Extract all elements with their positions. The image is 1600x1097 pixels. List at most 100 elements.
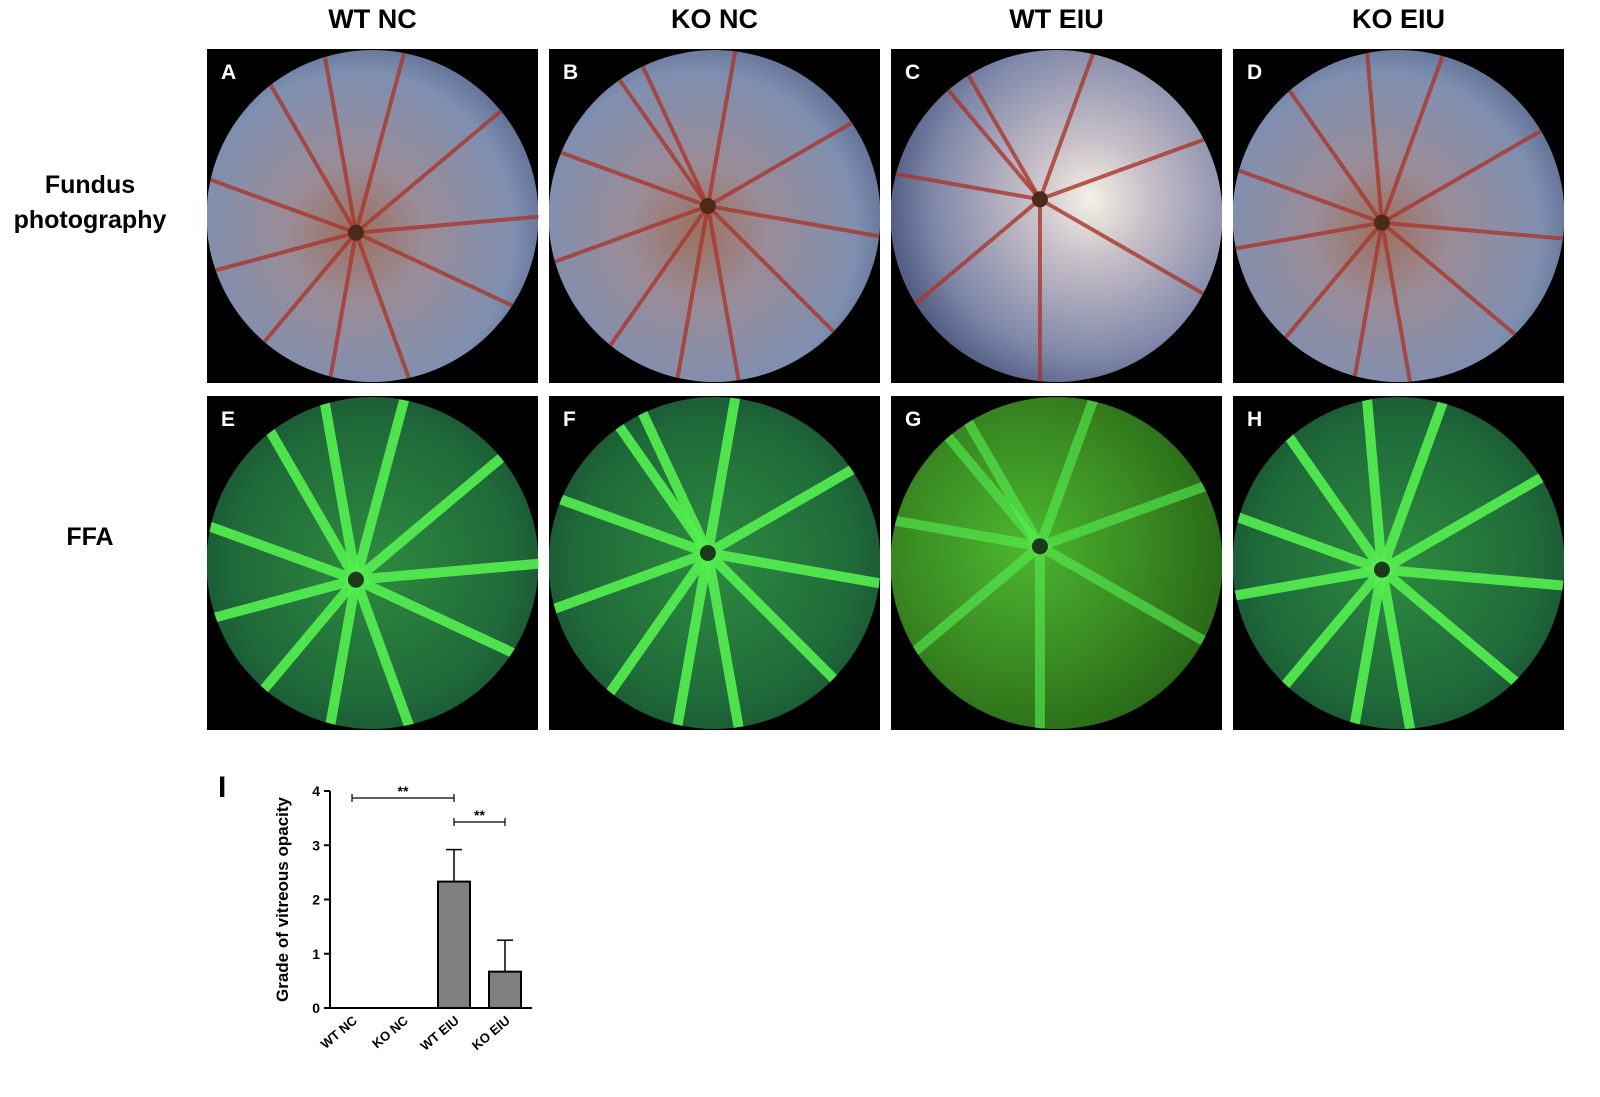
y-tick-label: 4 <box>312 783 320 799</box>
vessel <box>890 541 1045 719</box>
vessel <box>1379 220 1430 382</box>
vessel <box>353 230 539 345</box>
vessel <box>890 152 1042 202</box>
vessel <box>1037 197 1223 332</box>
column-header: WT EIU <box>1009 4 1104 34</box>
vessel <box>353 208 539 235</box>
vessel <box>308 230 358 382</box>
y-tick-label: 0 <box>312 1000 320 1016</box>
vessel <box>1037 50 1131 202</box>
vessel <box>1034 541 1223 682</box>
optic-disc <box>1031 191 1048 208</box>
vessel <box>660 203 710 382</box>
panel-letter: A <box>221 61 236 84</box>
column-header: WT NC <box>328 4 416 34</box>
fundus-image <box>890 50 1223 382</box>
vessel <box>595 50 710 208</box>
vessel <box>350 397 429 585</box>
vessel <box>350 552 539 585</box>
panel-letter: H <box>1247 408 1262 431</box>
panel-letter: F <box>563 408 576 431</box>
optic-disc <box>347 224 364 241</box>
vessel <box>1379 90 1565 225</box>
vessel <box>1331 564 1387 729</box>
vessel <box>890 197 1042 369</box>
vessel <box>1232 475 1387 575</box>
vessel <box>548 115 710 208</box>
optic-disc <box>699 197 716 214</box>
vessel <box>206 141 358 235</box>
vessel <box>1232 397 1387 575</box>
fundus-image <box>548 397 881 729</box>
row-label: FFA <box>66 523 114 551</box>
vessel <box>1034 397 1134 552</box>
vessel <box>548 547 713 647</box>
retina <box>207 50 538 382</box>
x-tick-label: WT NC <box>318 1012 361 1051</box>
significance-label: ** <box>398 783 409 799</box>
vessel <box>702 547 759 729</box>
vessel <box>1376 397 1476 575</box>
vessel <box>1232 220 1384 382</box>
vessel <box>305 397 361 585</box>
panel-letter: E <box>221 408 235 431</box>
image-panels: A B C D E F G H <box>206 49 1565 730</box>
optic-disc <box>1031 538 1048 555</box>
vessel <box>206 485 361 585</box>
error-bar <box>446 848 462 882</box>
retina <box>891 397 1222 729</box>
optic-disc <box>699 544 716 561</box>
fundus-image <box>206 50 539 382</box>
vessel <box>657 547 713 729</box>
vessel <box>206 230 358 302</box>
error-bar <box>497 939 513 972</box>
y-tick-label: 1 <box>312 946 320 962</box>
vessel <box>548 203 710 297</box>
fundus-image <box>1232 397 1565 729</box>
vessel <box>1034 452 1223 552</box>
y-axis-label: Grade of vitreous opacity <box>273 796 292 1002</box>
vessel <box>206 574 361 729</box>
column-header: KO NC <box>671 4 758 34</box>
vessel <box>705 203 881 254</box>
vessel <box>1376 564 1433 729</box>
bar <box>488 970 522 1010</box>
fundus-image <box>1232 50 1565 382</box>
optic-disc <box>347 571 364 588</box>
column-header: KO EIU <box>1352 4 1445 34</box>
y-tick-label: 3 <box>312 837 320 853</box>
retina <box>549 50 880 382</box>
vessel <box>1376 564 1565 598</box>
vessel <box>702 397 759 558</box>
vessel <box>890 397 1045 552</box>
fundus-image <box>890 397 1223 729</box>
optic-disc <box>1373 214 1390 231</box>
vessel <box>350 574 450 729</box>
x-tick-label: WT EIU <box>417 1013 461 1054</box>
panel-letter: I <box>218 771 226 804</box>
x-tick-label: KO EIU <box>469 1013 513 1053</box>
vessel <box>1334 220 1384 382</box>
fundus-image <box>548 50 881 382</box>
vessel <box>1376 434 1565 575</box>
panel-letter: D <box>1247 61 1262 84</box>
vessel <box>1232 564 1387 729</box>
vessel <box>702 417 881 558</box>
vessel <box>553 397 713 558</box>
vessel <box>705 50 756 208</box>
vessel <box>1379 220 1565 248</box>
significance-bracket: ** <box>453 807 506 826</box>
vessel <box>1037 108 1223 202</box>
retina <box>891 50 1222 382</box>
vessel <box>308 50 358 235</box>
vessel <box>1232 220 1384 270</box>
vessel <box>702 547 881 604</box>
y-tick-label: 2 <box>312 892 320 908</box>
vessel <box>553 547 713 729</box>
panel-letter: C <box>905 61 920 84</box>
vessel <box>592 397 713 558</box>
vessel <box>556 50 710 208</box>
x-tick-label: KO NC <box>369 1012 411 1051</box>
